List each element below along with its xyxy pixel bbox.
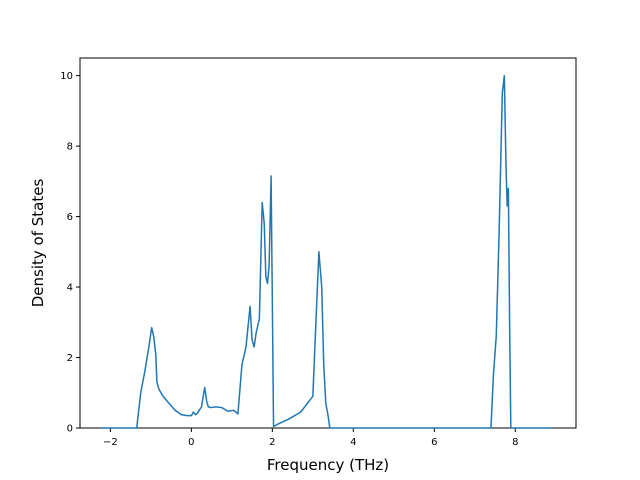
x-tick-label: −2: [103, 437, 118, 448]
y-tick-label: 8: [67, 142, 73, 153]
x-tick-label: 4: [350, 437, 356, 448]
y-tick-label: 2: [67, 353, 73, 364]
y-tick-label: 0: [67, 424, 73, 435]
x-tick-label: 6: [431, 437, 437, 448]
x-axis-label: Frequency (THz): [267, 456, 389, 474]
dos-series-line: [100, 74, 552, 429]
x-tick-label: 0: [188, 437, 194, 448]
x-tick-label: 8: [512, 437, 518, 448]
y-tick-label: 6: [67, 212, 73, 223]
x-tick-label: 2: [269, 437, 275, 448]
y-axis-label: Density of States: [29, 179, 47, 308]
y-tick-label: 4: [67, 283, 73, 294]
x-axis-ticks: −2 0 2 4 6 8: [103, 428, 518, 448]
y-axis-ticks: 0 2 4 6 8 10: [60, 71, 80, 435]
y-tick-label: 10: [60, 71, 73, 82]
